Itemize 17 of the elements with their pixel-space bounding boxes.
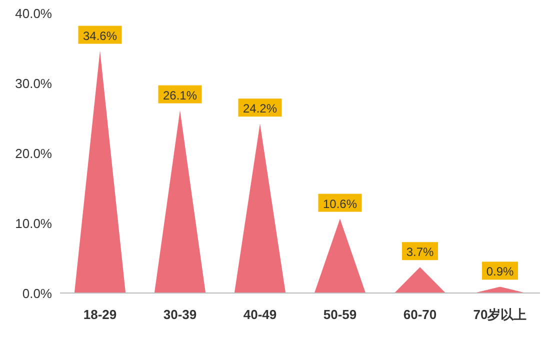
data-label: 3.7% [406, 245, 434, 260]
y-tick-label: 40.0% [15, 6, 52, 21]
data-label: 10.6% [322, 196, 358, 211]
y-tick-label: 30.0% [15, 76, 52, 91]
data-label: 24.2% [242, 102, 278, 116]
x-tick-label: 30-39 [163, 307, 197, 322]
data-label: 34.6% [82, 28, 118, 43]
data-label: 26.1% [162, 88, 198, 102]
y-tick-label: 0.0% [22, 286, 52, 301]
y-tick-label: 10.0% [15, 216, 52, 231]
x-tick-label: 40-49 [243, 307, 277, 322]
x-tick-label: 18-29 [83, 307, 117, 322]
y-tick-label: 20.0% [15, 146, 52, 161]
data-label: 0.9% [486, 264, 514, 279]
x-tick-label: 60-70 [403, 307, 437, 322]
x-tick-label: 70岁以上 [473, 307, 527, 322]
x-tick-label: 50-59 [323, 307, 357, 322]
